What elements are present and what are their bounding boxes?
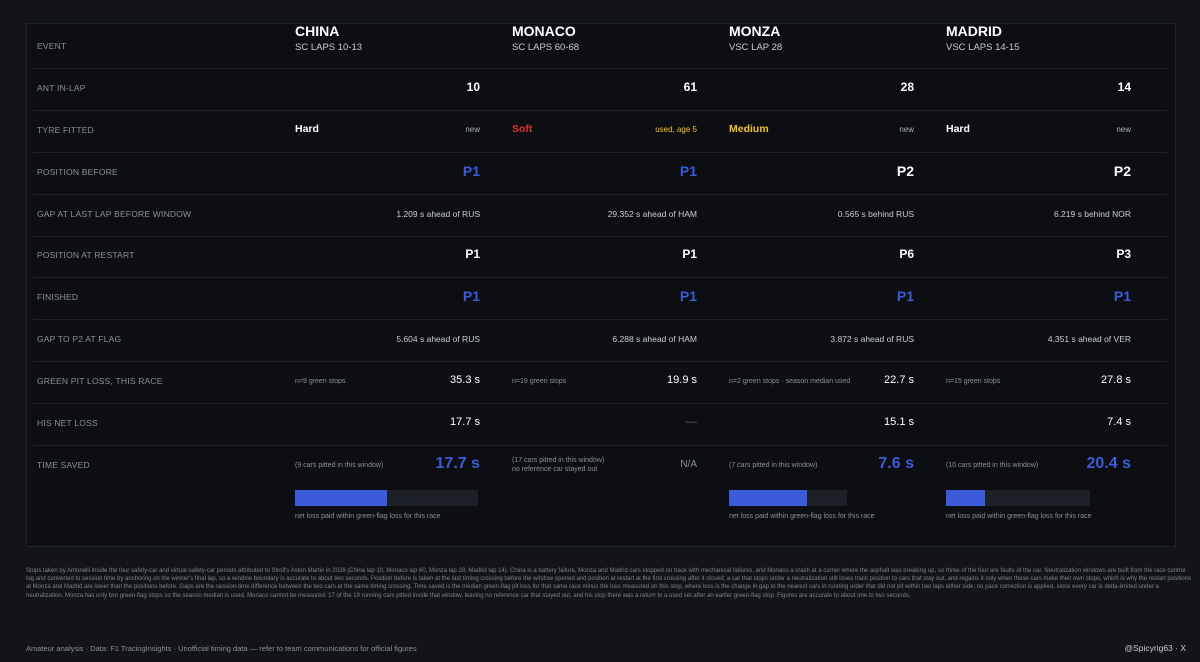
loss-bar-fill <box>946 490 985 506</box>
loss-bar-track <box>295 490 478 506</box>
pitted-count-note: (9 cars pitted in this window) <box>295 462 384 469</box>
net-loss-value: — <box>686 416 697 428</box>
green-loss-value: 19.9 s <box>667 374 697 386</box>
position-restart-value: P3 <box>1116 247 1131 261</box>
row-label-pos-restart: POSITION AT RESTART <box>37 250 135 260</box>
gap-flag-value: 6.288 s ahead of HAM <box>612 334 697 344</box>
position-restart-value: P6 <box>899 247 914 261</box>
position-before-value: P2 <box>896 163 914 179</box>
time-saved-value: N/A <box>680 459 697 470</box>
comparison-table: EVENT ANT IN-LAP TYRE FITTED POSITION BEFOR… <box>26 23 1176 547</box>
event-column: MADRID VSC LAPS 14-15 14 Hard new P2 6.219 s b… <box>946 23 1131 544</box>
green-stops-note: n=9 green stops <box>295 378 346 385</box>
loss-bar-track <box>946 490 1090 506</box>
pitted-count-note: (10 cars pitted in this window) <box>946 462 1039 469</box>
event-column: MONACO SC LAPS 60-68 61 Soft used, age 5 P1 29… <box>512 23 697 544</box>
venue-name: CHINA <box>295 23 340 39</box>
venue-name: MONZA <box>729 23 781 39</box>
in-lap-value: 61 <box>683 80 697 94</box>
tyre-compound: Soft <box>512 123 533 135</box>
event-column: CHINA SC LAPS 10-13 10 Hard new P1 1.209 s ahe… <box>295 23 480 544</box>
tyre-age-note: used, age 5 <box>655 125 697 134</box>
row-divider <box>33 152 1167 153</box>
finished-value: P1 <box>896 288 914 304</box>
time-saved-value: 7.6 s <box>878 455 914 472</box>
venue-name: MONACO <box>512 23 576 39</box>
row-label-tyre: TYRE FITTED <box>37 125 94 135</box>
tyre-age-note: new <box>899 125 914 134</box>
time-saved-value: 17.7 s <box>435 455 480 472</box>
gap-flag-value: 4.351 s ahead of VER <box>1047 334 1131 344</box>
row-divider <box>33 236 1167 237</box>
bar-caption: net loss paid within green-flag loss for… <box>295 513 441 520</box>
green-stops-note: n=15 green stops <box>946 378 1001 385</box>
loss-bar-fill <box>295 490 387 506</box>
green-stops-note: n=19 green stops <box>512 378 567 385</box>
tyre-age-note: new <box>465 125 480 134</box>
in-lap-value: 10 <box>466 80 480 94</box>
row-label-gap-flag: GAP TO P2 AT FLAG <box>37 334 122 344</box>
position-restart-value: P1 <box>465 247 480 261</box>
no-reference-note: no reference car stayed out <box>512 466 598 473</box>
gap-before-value: 6.219 s behind NOR <box>1053 209 1131 219</box>
gap-flag-value: 5.604 s ahead of RUS <box>396 334 480 344</box>
gap-before-value: 0.565 s behind RUS <box>837 209 914 219</box>
position-before-value: P1 <box>679 163 697 179</box>
event-column: MONZA VSC LAP 28 28 Medium new P2 0.565 s behi… <box>729 23 914 544</box>
row-label-gap-before: GAP AT LAST LAP BEFORE WINDOW <box>37 209 192 219</box>
pitted-count-note: (7 cars pitted in this window) <box>729 462 818 469</box>
tyre-compound: Medium <box>729 123 769 135</box>
row-label-pos-before: POSITION BEFORE <box>37 167 118 177</box>
in-lap-value: 28 <box>900 80 914 94</box>
row-divider <box>33 277 1167 278</box>
net-loss-value: 17.7 s <box>450 416 480 428</box>
net-loss-value: 7.4 s <box>1107 416 1131 428</box>
position-before-value: P1 <box>462 163 480 179</box>
time-saved-value: 20.4 s <box>1086 455 1131 472</box>
row-label-event: EVENT <box>37 41 67 51</box>
row-label-finished: FINISHED <box>37 292 79 302</box>
position-restart-value: P1 <box>682 247 697 261</box>
row-label-in-lap: ANT IN-LAP <box>37 83 86 93</box>
tyre-compound: Hard <box>295 123 319 135</box>
pitted-count-note: (17 cars pitted in this window) <box>512 457 605 464</box>
row-divider <box>33 403 1167 404</box>
window-label: VSC LAP 28 <box>729 42 783 53</box>
position-before-value: P2 <box>1113 163 1131 179</box>
bar-caption: net loss paid within green-flag loss for… <box>729 513 875 520</box>
loss-bar-track <box>729 490 847 506</box>
tyre-compound: Hard <box>946 123 970 135</box>
row-divider <box>33 194 1167 195</box>
green-loss-value: 22.7 s <box>884 374 914 386</box>
footer-handle[interactable]: @Spicyrig63 · X <box>1124 643 1186 653</box>
gap-before-value: 29.352 s ahead of HAM <box>607 209 697 219</box>
methodology-footnote: Stops taken by Antonelli inside the four… <box>26 568 1192 599</box>
row-divider <box>33 68 1167 69</box>
tyre-age-note: new <box>1116 125 1131 134</box>
row-label-net-loss: HIS NET LOSS <box>37 418 98 428</box>
green-stops-note: n=2 green stops · season median used <box>729 378 851 385</box>
row-divider <box>33 319 1167 320</box>
row-divider <box>33 445 1167 446</box>
in-lap-value: 14 <box>1117 80 1131 94</box>
finished-value: P1 <box>1113 288 1131 304</box>
venue-name: MADRID <box>946 23 1002 39</box>
window-label: SC LAPS 10-13 <box>295 42 363 53</box>
green-loss-value: 35.3 s <box>450 374 480 386</box>
gap-before-value: 1.209 s ahead of RUS <box>396 209 480 219</box>
gap-flag-value: 3.872 s ahead of RUS <box>830 334 914 344</box>
row-divider <box>33 361 1167 362</box>
green-loss-value: 27.8 s <box>1101 374 1131 386</box>
window-label: SC LAPS 60-68 <box>512 42 580 53</box>
bar-caption: net loss paid within green-flag loss for… <box>946 513 1092 520</box>
finished-value: P1 <box>679 288 697 304</box>
footer-source: Amateur analysis · Data: F1 TracingInsig… <box>26 644 417 653</box>
window-label: VSC LAPS 14-15 <box>946 42 1020 53</box>
row-divider <box>33 110 1167 111</box>
net-loss-value: 15.1 s <box>884 416 914 428</box>
row-label-green-loss: GREEN PIT LOSS, THIS RACE <box>37 376 163 386</box>
finished-value: P1 <box>462 288 480 304</box>
loss-bar-fill <box>729 490 807 506</box>
row-label-time-saved: TIME SAVED <box>37 460 90 470</box>
